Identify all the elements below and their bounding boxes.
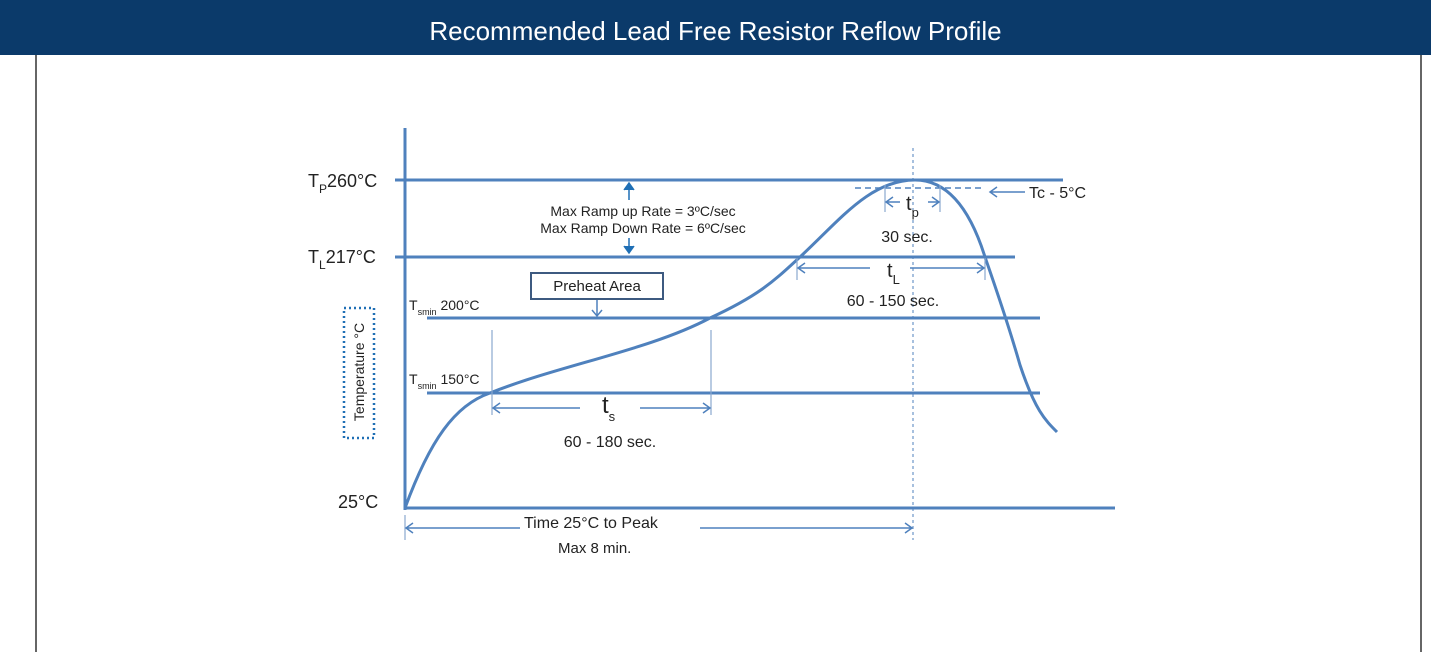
level-label: Tsmin 200°C [409, 297, 480, 317]
arrows [404, 186, 1025, 534]
title: Recommended Lead Free Resistor Reflow Pr… [429, 16, 1002, 46]
ts-range: 60 - 180 sec. [564, 434, 657, 451]
level-label: TL217°C [308, 247, 376, 272]
title-bar: Recommended Lead Free Resistor Reflow Pr… [0, 0, 1431, 55]
tl-label: tL [887, 260, 900, 287]
axis-label-box [342, 306, 376, 440]
tp-label: tp [906, 193, 919, 220]
preheat-label: Preheat Area [553, 278, 641, 295]
guides [404, 185, 986, 540]
level-label: Tsmin 150°C [409, 371, 480, 391]
y-axis-label: Temperature °C [351, 323, 367, 421]
ramp-text: Max Ramp up Rate = 3ºC/sec [550, 203, 735, 219]
tl-range: 60 - 150 sec. [847, 293, 940, 310]
tc-label: Tc - 5°C [1029, 185, 1086, 202]
profile-curve [403, 178, 1059, 509]
preheat-box [530, 272, 664, 300]
time-label: Max 8 min. [558, 540, 631, 557]
tp-range: 30 sec. [881, 229, 933, 246]
time-label: Time 25°C to Peak [524, 515, 659, 532]
ramp-text: Max Ramp Down Rate = 6ºC/sec [540, 220, 745, 236]
ramp-arrows [623, 181, 635, 255]
ts-label: ts [602, 392, 616, 424]
level-label: 25°C [338, 492, 378, 512]
level-label: TP260°C [308, 171, 377, 196]
